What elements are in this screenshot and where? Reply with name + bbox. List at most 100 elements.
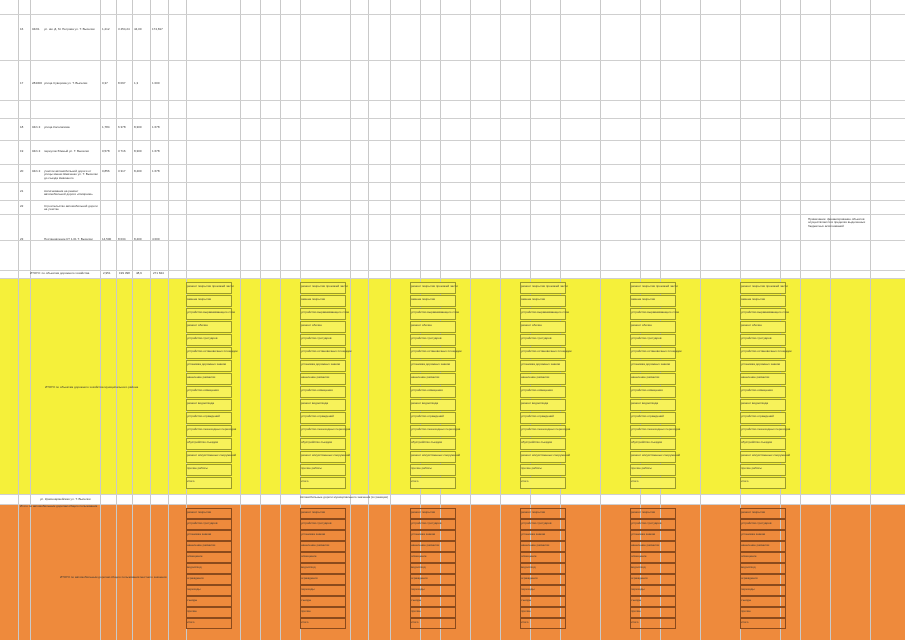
yellow-item-cell [630,308,676,320]
orange-item-cell [410,508,456,519]
orange-item-cell [300,508,346,519]
yellow-item-label: ремонт искусственных сооружений [187,453,237,457]
yellow-item-cell [520,412,566,424]
orange-item-cell [630,541,676,552]
yellow-item-label: замена покрытия [521,297,546,301]
row-cell-num: 19 [20,149,24,153]
yellow-item-cell [300,282,346,294]
mid-row-note: Итого по автомобильным дорогам общего по… [20,504,98,508]
yellow-item-label: ремонт обочин [741,323,762,327]
yellow-item-cell [410,321,456,333]
grid-column-line [30,0,31,640]
yellow-item-cell [186,321,232,333]
row-cell-v4: 174,817 [152,27,163,31]
orange-item-label: ремонт покрытия [411,510,436,514]
orange-item-label: переходы [521,587,535,591]
row-cell-v2: 6 378 [118,125,126,129]
orange-item-cell [300,519,346,530]
yellow-item-label: устройство остановочных площадок [187,349,238,353]
yellow-item-cell [186,451,232,463]
orange-item-label: устройство тротуаров [187,521,218,525]
grid-row-line [0,118,905,119]
yellow-item-cell [410,451,456,463]
yellow-item-cell [740,399,786,411]
yellow-item-cell [410,334,456,346]
row-cell-name: улица Косолапова [44,125,70,129]
yellow-item-label: установка дорожных знаков [411,362,450,366]
yellow-item-label: обустройство съездов [301,440,332,444]
orange-item-label: водоотвод [521,565,536,569]
yellow-item-label: устройство освещения [521,388,553,392]
row-cell-v1: 1,784 [102,125,110,129]
orange-item-label: устройство тротуаров [301,521,332,525]
orange-item-label: устройство тротуаров [411,521,442,525]
orange-item-cell [300,607,346,618]
yellow-item-label: ремонт покрытия проезжей части [521,284,568,288]
orange-item-cell [740,607,786,618]
orange-item-label: ремонт покрытия [521,510,546,514]
row-cell-name: Постановление КТ 1.01 Т. Выселки [44,237,93,241]
grid-column-line [280,0,281,640]
orange-item-label: установка знаков [631,532,656,536]
yellow-item-cell [186,282,232,294]
grid-row-line [0,140,905,141]
total-row-v3: 48,9 [136,271,142,275]
yellow-item-cell [740,321,786,333]
orange-item-cell [520,607,566,618]
mid-row-left: ул. Красноармейская ул. Т. Выселки [40,497,91,501]
grid-row-line [0,494,905,495]
yellow-item-label: устройство тротуаров [521,336,552,340]
yellow-item-label: ремонт обочин [521,323,542,327]
row-cell-v3: 44,00 [134,27,142,31]
yellow-item-label: ремонт покрытия проезжей части [301,284,348,288]
orange-item-cell [630,519,676,530]
yellow-item-label: ремонт покрытия проезжей части [411,284,458,288]
yellow-item-cell [300,347,346,359]
orange-item-cell [300,530,346,541]
row-cell-v2: 3 454,24 [118,27,130,31]
row-cell-code: 284300 [32,81,43,85]
yellow-item-label: устройство выравнивающего слоя [741,310,789,314]
yellow-item-label: ремонт покрытия проезжей части [187,284,234,288]
orange-item-cell [300,574,346,585]
row-cell-v4: 1 678 [152,169,160,173]
orange-item-cell [740,552,786,563]
yellow-item-label: ремонт водоотвода [521,401,549,405]
yellow-item-cell [740,347,786,359]
grid-column-line [830,0,831,640]
yellow-item-cell [300,412,346,424]
orange-item-label: переходы [741,587,755,591]
grid-row-line [0,100,905,101]
orange-item-label: водоотвод [741,565,756,569]
yellow-item-label: замена покрытия [631,297,656,301]
row-cell-name: участок автомобильной дороги от улицы им… [44,169,98,180]
row-cell-v3: 1,3 [134,81,139,85]
yellow-item-cell [410,464,456,476]
row-cell-v1: 0,578 [102,149,110,153]
orange-item-label: итого [187,620,195,624]
yellow-item-label: прочие работы [741,466,762,470]
orange-item-cell [520,508,566,519]
yellow-item-label: итого [187,479,195,483]
yellow-item-label: прочие работы [631,466,652,470]
orange-item-cell [300,618,346,629]
yellow-item-cell [740,334,786,346]
yellow-item-cell [740,360,786,372]
yellow-item-label: устройство пешеходных переходов [631,427,681,431]
orange-item-cell [410,541,456,552]
yellow-item-cell [520,425,566,437]
grid-row-line [0,164,905,165]
yellow-item-cell [410,347,456,359]
grid-column-line [800,0,801,640]
grid-row-line [0,60,905,61]
orange-item-cell [410,574,456,585]
yellow-item-label: устройство освещения [631,388,663,392]
grid-column-line [600,0,601,640]
orange-item-cell [186,508,232,519]
yellow-item-label: ремонт водоотвода [631,401,659,405]
orange-item-label: устройство тротуаров [521,521,552,525]
orange-item-label: итого [631,620,639,624]
yellow-item-label: ремонт покрытия проезжей части [741,284,788,288]
yellow-item-cell [740,451,786,463]
yellow-item-cell [300,373,346,385]
